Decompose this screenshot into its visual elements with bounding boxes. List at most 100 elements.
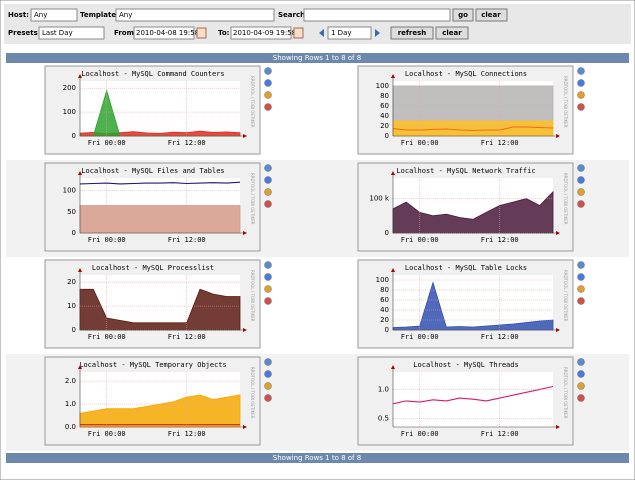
graph-title: Localhost - MySQL Temporary Objects [79,361,227,369]
x-tick-label: Fri 00:00 [88,236,126,244]
info-icon[interactable] [264,79,272,87]
to-value: 2010-04-09 19:58 [233,29,296,37]
edit-icon[interactable] [577,285,585,293]
zoom-icon[interactable] [577,164,585,172]
template-select[interactable] [115,8,275,22]
delete-icon[interactable] [264,103,272,111]
shift-left[interactable] [319,29,324,37]
edit-icon[interactable] [577,91,585,99]
graph-title: Localhost - MySQL Threads [413,361,518,369]
y-tick-label: 60 [380,102,389,110]
presets-label: Presets: [8,29,41,37]
x-tick-label: Fri 12:00 [168,430,206,438]
y-tick-label: 20 [380,122,389,130]
edit-icon[interactable] [577,382,585,390]
rrd-note: RRDTOOL / TOBI OETIKER [563,270,568,322]
info-icon[interactable] [577,176,585,184]
series-area [392,281,554,331]
y-tick-label: 1.0 [378,385,389,393]
rrd-note: RRDTOOL / TOBI OETIKER [250,173,255,225]
host-label: Host: [8,11,29,19]
axis-arrow [78,268,82,272]
series-area [79,205,241,234]
edit-icon[interactable] [264,188,272,196]
y-tick-label: 100 [376,82,389,90]
info-icon[interactable] [264,273,272,281]
plot-area [393,275,553,330]
template-label: Template: [80,11,119,19]
delete-icon[interactable] [264,297,272,305]
clear-button[interactable] [475,8,508,22]
axis-arrow [243,425,247,429]
edit-icon[interactable] [577,188,585,196]
x-tick-label: Fri 12:00 [481,236,519,244]
axis-arrow [556,231,560,235]
delete-icon[interactable] [577,103,585,111]
graph-title: Localhost - MySQL Connections [405,70,527,78]
x-tick-label: Fri 12:00 [168,333,206,341]
x-tick-label: Fri 12:00 [481,430,519,438]
refresh-button[interactable] [390,26,434,40]
x-tick-label: Fri 12:00 [481,333,519,341]
shift-right[interactable] [375,29,380,37]
info-icon[interactable] [577,273,585,281]
zoom-icon[interactable] [264,67,272,75]
y-tick-label: 200 [63,84,76,92]
calendar-icon[interactable] [196,27,207,39]
zoom-icon[interactable] [577,358,585,366]
axis-arrow [78,171,82,175]
delete-icon[interactable] [577,200,585,208]
zoom-icon[interactable] [577,67,585,75]
zoom-icon[interactable] [264,261,272,269]
status-bar [6,453,629,463]
edit-icon[interactable] [264,382,272,390]
zoom-icon[interactable] [264,358,272,366]
delete-icon[interactable] [577,394,585,402]
from-input[interactable] [133,26,195,40]
span-select[interactable] [327,26,372,40]
presets-select[interactable] [38,26,105,40]
series-area [79,288,241,331]
y-tick-label: 0 [72,326,76,334]
x-tick-label: Fri 00:00 [88,333,126,341]
to-input[interactable] [230,26,292,40]
rrd-note: RRDTOOL / TOBI OETIKER [563,76,568,128]
rrd-note: RRDTOOL / TOBI OETIKER [563,173,568,225]
y-tick-label: 1.0 [65,400,76,408]
zoom-icon[interactable] [264,164,272,172]
axis-arrow [243,231,247,235]
calendar-icon[interactable] [293,27,304,39]
status-text: Showing Rows 1 to 8 of 8 [273,454,361,462]
rrd-note: RRDTOOL / TOBI OETIKER [250,76,255,128]
graph-title: Localhost - MySQL Command Counters [81,70,224,78]
y-tick-label: 20 [380,316,389,324]
zoom-icon[interactable] [577,261,585,269]
presets-value: Last Day [42,29,73,37]
axis-arrow [556,328,560,332]
info-icon[interactable] [577,370,585,378]
x-tick-label: Fri 12:00 [481,139,519,147]
y-tick-label: 80 [380,92,389,100]
delete-icon[interactable] [264,200,272,208]
info-icon[interactable] [577,79,585,87]
axis-arrow [391,74,395,78]
from-label: From: [114,29,137,37]
clear-text: clear [481,11,501,19]
rrd-note: RRDTOOL / TOBI OETIKER [563,367,568,419]
series-area [392,190,554,234]
search-input[interactable] [303,8,451,22]
graph-title: Localhost - MySQL Table Locks [405,264,527,272]
info-icon[interactable] [264,176,272,184]
info-icon[interactable] [264,370,272,378]
delete-icon[interactable] [264,394,272,402]
y-tick-label: 0 [385,326,389,334]
clear-button[interactable] [435,26,469,40]
host-select[interactable] [30,8,78,22]
edit-icon[interactable] [264,285,272,293]
edit-icon[interactable] [264,91,272,99]
go-button[interactable] [452,8,474,22]
rrd-note: RRDTOOL / TOBI OETIKER [250,367,255,419]
delete-icon[interactable] [577,297,585,305]
